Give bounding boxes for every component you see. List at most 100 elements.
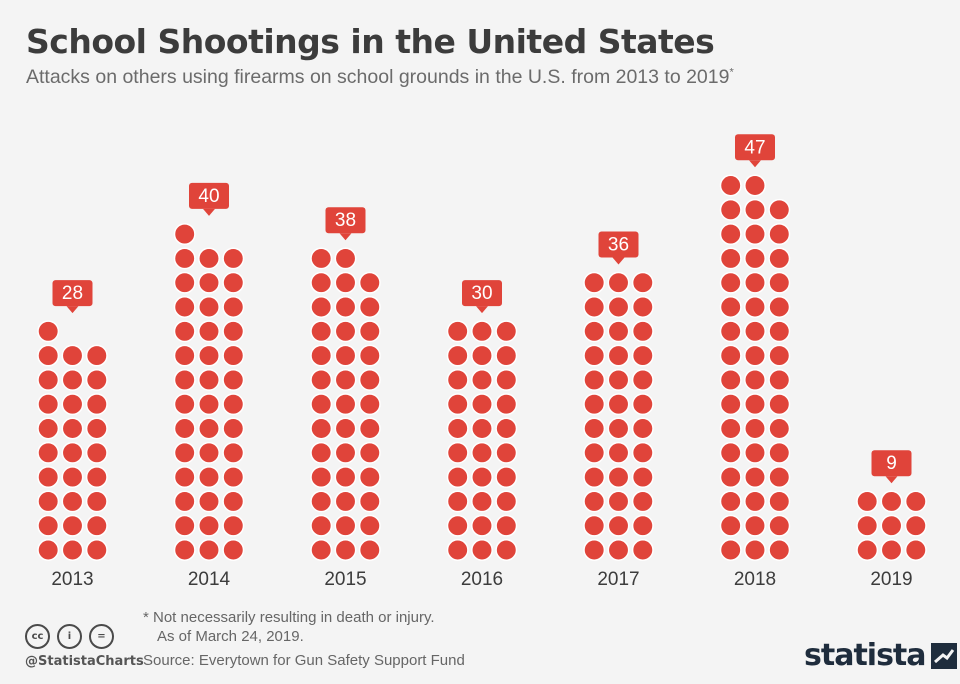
dot-2013-16 <box>37 417 60 440</box>
dot-2018-42 <box>768 223 791 246</box>
dot-2013-15 <box>85 441 108 464</box>
dot-2015-16 <box>310 417 333 440</box>
dot-2016-12 <box>495 466 518 489</box>
data-label-pointer <box>476 306 488 314</box>
chart-subtitle: Attacks on others using firearms on scho… <box>26 66 734 89</box>
statista-logo[interactable]: statista <box>804 638 957 673</box>
dot-2017-14 <box>607 441 630 464</box>
dot-2015-25 <box>310 344 333 367</box>
dot-2016-26 <box>471 344 493 367</box>
dot-2018-27 <box>768 344 791 367</box>
dot-2018-32 <box>744 296 766 318</box>
dot-2017-5 <box>607 514 630 537</box>
dot-2014-32 <box>198 296 220 318</box>
no-derivatives-icon[interactable]: = <box>89 624 114 649</box>
dot-2014-26 <box>198 344 220 367</box>
dot-2014-33 <box>222 296 245 318</box>
dot-2013-13 <box>37 441 60 464</box>
dot-2015-36 <box>358 271 381 294</box>
dot-2013-23 <box>61 368 84 391</box>
dot-2017-15 <box>631 441 654 464</box>
dot-2013-9 <box>85 490 108 513</box>
dot-2013-1 <box>37 539 60 561</box>
data-label-pointer <box>885 476 898 484</box>
dot-2018-23 <box>744 368 766 391</box>
dot-2016-23 <box>471 368 493 391</box>
dot-2014-17 <box>198 417 220 440</box>
dot-2017-28 <box>583 320 606 343</box>
dot-2018-24 <box>768 368 791 391</box>
dot-2014-1 <box>173 539 196 561</box>
x-tick-label-2019: 2019 <box>870 569 912 590</box>
dot-2015-5 <box>334 514 357 537</box>
dot-2015-7 <box>310 490 333 513</box>
dot-2014-13 <box>173 441 196 464</box>
dot-2019-3 <box>904 539 927 561</box>
data-label-box <box>52 280 93 307</box>
dot-2016-30 <box>495 320 518 343</box>
dot-2017-2 <box>607 539 630 561</box>
dot-2016-2 <box>471 539 493 561</box>
data-label-pointer <box>612 257 625 265</box>
dot-2015-21 <box>358 393 381 416</box>
dot-2018-33 <box>768 296 791 318</box>
dot-2013-27 <box>85 344 108 367</box>
dot-2015-27 <box>358 344 381 367</box>
dot-2017-26 <box>607 344 630 367</box>
dot-2014-15 <box>222 441 245 464</box>
dot-2013-18 <box>85 417 108 440</box>
data-label-2013: 28 <box>52 280 93 314</box>
dot-2015-13 <box>310 441 333 464</box>
dot-2014-19 <box>173 393 196 416</box>
data-label-box <box>325 207 366 234</box>
data-label-box <box>871 450 912 477</box>
dot-2014-35 <box>198 271 220 294</box>
subtitle-footnote-marker: * <box>729 66 734 79</box>
dot-2016-14 <box>471 441 493 464</box>
dot-2018-13 <box>719 441 742 464</box>
attribution-icon[interactable]: i <box>57 624 82 649</box>
dot-2018-45 <box>768 198 791 221</box>
dot-2017-36 <box>631 271 654 294</box>
dot-2014-7 <box>173 490 196 513</box>
dot-2013-5 <box>61 514 84 537</box>
bar-group-2013 <box>37 320 108 561</box>
dot-2018-22 <box>719 368 742 391</box>
data-label-box <box>462 280 502 307</box>
dot-2018-3 <box>768 539 791 561</box>
dot-2014-40 <box>173 223 196 246</box>
dot-2017-16 <box>583 417 606 440</box>
dot-2018-17 <box>744 417 766 440</box>
dot-2015-24 <box>358 368 381 391</box>
dot-2014-25 <box>173 344 196 367</box>
dot-2016-1 <box>446 539 469 561</box>
dot-2016-9 <box>495 490 518 513</box>
dot-2015-23 <box>334 368 357 391</box>
dot-2015-15 <box>358 441 381 464</box>
dot-2018-1 <box>719 539 742 561</box>
dot-2013-14 <box>61 441 84 464</box>
dot-2018-29 <box>744 320 766 343</box>
dot-2017-17 <box>607 417 630 440</box>
x-tick-label-2016: 2016 <box>461 569 503 590</box>
dot-2015-18 <box>358 417 381 440</box>
dot-2016-10 <box>446 466 469 489</box>
dot-2015-28 <box>310 320 333 343</box>
dot-2014-14 <box>198 441 220 464</box>
dot-2018-6 <box>768 514 791 537</box>
dot-2016-24 <box>495 368 518 391</box>
dot-2019-5 <box>880 514 903 537</box>
dot-2014-20 <box>198 393 220 416</box>
dot-2017-8 <box>607 490 630 513</box>
statista-handle[interactable]: @StatistaCharts <box>25 654 144 669</box>
creative-commons-icon[interactable]: cc <box>25 624 50 649</box>
dot-2017-13 <box>583 441 606 464</box>
dot-2015-1 <box>310 539 333 561</box>
data-label-pointer <box>749 160 761 168</box>
pictogram-chart: 28 2013 40 2014 38 2015 30 2016 36 2017 47 2018 9 201… <box>37 134 927 590</box>
dot-2017-34 <box>583 271 606 294</box>
dot-2015-30 <box>358 320 381 343</box>
dot-2015-19 <box>310 393 333 416</box>
data-label-2014: 40 <box>189 182 229 216</box>
data-label-text: 9 <box>886 453 897 474</box>
